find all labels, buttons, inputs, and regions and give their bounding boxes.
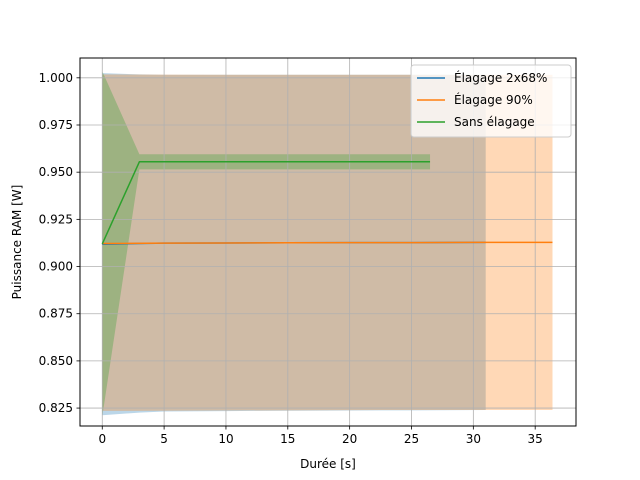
legend-label-3: Sans élagage: [454, 115, 535, 129]
x-axis-label: Durée [s]: [300, 457, 356, 471]
band-series-1: [102, 73, 486, 416]
line-series-2: [102, 241, 553, 245]
y-tick-label: 0.950: [39, 165, 73, 179]
y-tick-label: 0.875: [39, 307, 73, 321]
y-axis-label: Puissance RAM [W]: [10, 185, 24, 300]
legend: Élagage 2x68% Élagage 90% Sans élagage: [410, 64, 572, 138]
x-tick-label: 20: [342, 432, 357, 446]
y-tick-label: 1.000: [39, 71, 73, 85]
plot-frame: [79, 57, 577, 427]
x-tick-label: 0: [98, 432, 106, 446]
x-tick-label: 5: [160, 432, 168, 446]
confidence-bands: [102, 71, 553, 417]
x-tick-label: 35: [528, 432, 543, 446]
y-tick-label: 0.975: [39, 118, 73, 132]
y-tick-label: 0.925: [39, 212, 73, 226]
band-series-3: [102, 71, 431, 417]
x-axis-ticks: 0 5 10 15 20 25 30 35: [98, 426, 543, 446]
series-lines: [101, 161, 553, 246]
x-tick-label: 25: [404, 432, 419, 446]
legend-box: [410, 64, 572, 138]
y-tick-label: 0.900: [39, 260, 73, 274]
legend-label-1: Élagage 2x68%: [454, 70, 547, 85]
x-tick-label: 10: [218, 432, 233, 446]
x-tick-label: 15: [280, 432, 295, 446]
line-series-3: [101, 161, 431, 245]
y-axis-ticks: 0.825 0.850 0.875 0.900 0.925 0.950 0.975 1.000: [39, 71, 80, 415]
x-tick-label: 30: [466, 432, 481, 446]
y-tick-label: 0.850: [39, 354, 73, 368]
legend-label-2: Élagage 90%: [454, 92, 533, 107]
y-tick-label: 0.825: [39, 401, 73, 415]
